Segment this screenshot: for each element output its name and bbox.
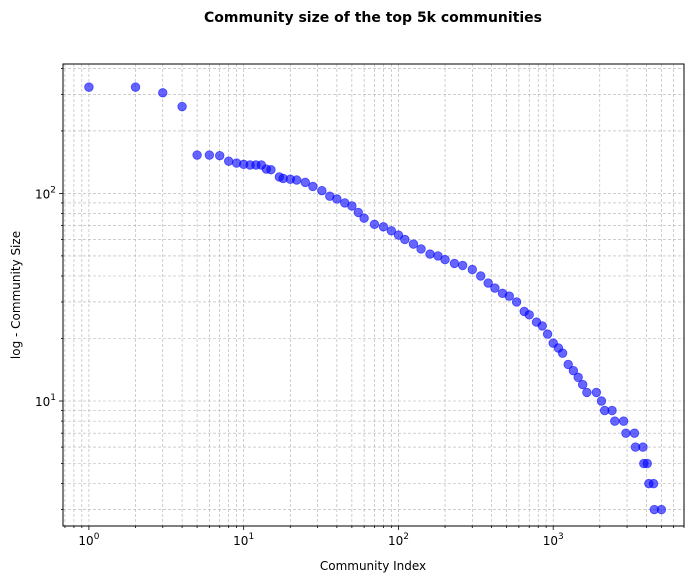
data-point xyxy=(84,82,94,92)
data-point xyxy=(629,428,640,438)
data-point xyxy=(347,201,357,211)
data-point xyxy=(476,271,486,281)
data-point xyxy=(408,239,419,249)
data-point xyxy=(642,458,652,469)
data-point xyxy=(457,260,468,271)
data-point xyxy=(400,234,410,245)
data-point xyxy=(563,359,573,370)
data-point xyxy=(378,222,389,232)
x-axis-label: Community Index xyxy=(320,559,426,573)
data-point xyxy=(353,207,363,218)
data-point xyxy=(177,101,187,112)
data-point xyxy=(557,348,568,358)
data-point xyxy=(591,387,602,398)
data-point xyxy=(638,442,648,452)
x-tick-label: 100 xyxy=(78,532,99,548)
data-point xyxy=(573,372,583,383)
data-point xyxy=(618,416,629,426)
ticks-layer: 100 101 102 103 101 102 xyxy=(35,67,685,548)
chart-title: Community size of the top 5k communities xyxy=(204,10,542,26)
data-point xyxy=(582,387,592,398)
data-point xyxy=(359,213,369,223)
data-point xyxy=(490,283,500,293)
data-point xyxy=(440,254,450,265)
data-point xyxy=(511,297,522,307)
y-tick-label: 101 xyxy=(35,393,56,409)
x-tick-label: 103 xyxy=(543,532,564,548)
data-point xyxy=(607,405,617,416)
data-point xyxy=(483,278,493,288)
data-point xyxy=(467,264,477,275)
data-point xyxy=(158,88,168,98)
data-point xyxy=(130,82,141,92)
data-point xyxy=(416,244,426,254)
x-tick-label: 102 xyxy=(388,532,409,548)
data-point xyxy=(300,177,310,188)
data-point xyxy=(291,175,302,185)
data-point xyxy=(369,219,380,229)
data-point xyxy=(192,150,202,160)
data-point xyxy=(648,478,659,489)
data-point xyxy=(204,150,215,160)
data-point xyxy=(393,230,404,240)
points-layer xyxy=(84,82,667,515)
data-point xyxy=(332,194,342,204)
data-point xyxy=(449,258,460,269)
x-tick-label: 101 xyxy=(233,532,254,548)
data-point xyxy=(425,249,435,259)
data-point xyxy=(537,321,547,331)
data-point xyxy=(610,416,620,426)
data-point xyxy=(504,291,514,301)
data-point xyxy=(577,379,588,390)
y-tick-label: 102 xyxy=(35,185,56,201)
data-point xyxy=(656,504,667,515)
data-point xyxy=(215,150,225,161)
plot-frame xyxy=(62,63,685,527)
grid-layer xyxy=(63,64,685,526)
data-point xyxy=(223,156,234,166)
data-point xyxy=(596,396,607,406)
data-point xyxy=(308,181,318,192)
data-point xyxy=(542,329,553,339)
data-point xyxy=(621,428,631,438)
data-point xyxy=(568,365,579,376)
data-point xyxy=(524,310,534,320)
data-point xyxy=(266,165,276,175)
data-point xyxy=(317,186,327,196)
y-axis-label: log - Community Size xyxy=(9,231,23,359)
data-point xyxy=(386,226,397,236)
